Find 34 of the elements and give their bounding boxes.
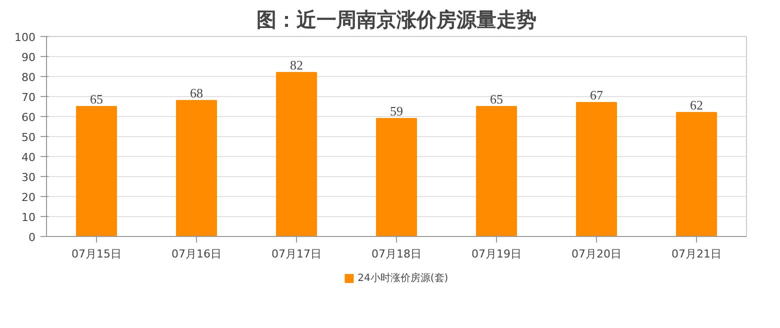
data-label: 62: [690, 98, 703, 112]
y-tick-label: 10: [22, 211, 36, 224]
bar: [76, 106, 117, 236]
data-label: 82: [290, 58, 303, 72]
bar: [376, 118, 417, 236]
x-tick-label: 07月19日: [472, 248, 522, 260]
x-tick-label: 07月18日: [372, 248, 422, 260]
y-tick-label: 0: [28, 231, 36, 244]
y-tick-label: 60: [22, 111, 36, 124]
x-tick-label: 07月15日: [72, 248, 122, 260]
y-tick-label: 40: [22, 151, 36, 164]
y-tick-label: 50: [22, 131, 36, 144]
bar: [476, 106, 517, 236]
data-label: 67: [590, 88, 604, 102]
y-tick-label: 30: [22, 171, 36, 184]
legend-label: 24小时涨价房源(套): [358, 272, 448, 284]
y-tick-label: 20: [22, 191, 36, 204]
data-label: 65: [490, 92, 503, 106]
bar: [576, 102, 617, 236]
x-tick-label: 07月21日: [672, 248, 722, 260]
y-tick-label: 100: [14, 31, 36, 44]
data-label: 68: [190, 86, 203, 100]
data-label: 65: [90, 92, 103, 106]
x-tick-label: 07月16日: [172, 248, 222, 260]
data-label: 59: [390, 104, 403, 118]
bar: [176, 100, 217, 236]
bar: [676, 112, 717, 236]
x-tick-label: 07月17日: [272, 248, 322, 260]
y-tick-label: 80: [22, 71, 36, 84]
bar: [276, 72, 317, 236]
x-tick-label: 07月20日: [572, 248, 622, 260]
y-tick-label: 70: [22, 91, 36, 104]
chart-title: 图：近一周南京涨价房源量走势: [256, 8, 536, 32]
y-tick-label: 90: [22, 51, 36, 64]
